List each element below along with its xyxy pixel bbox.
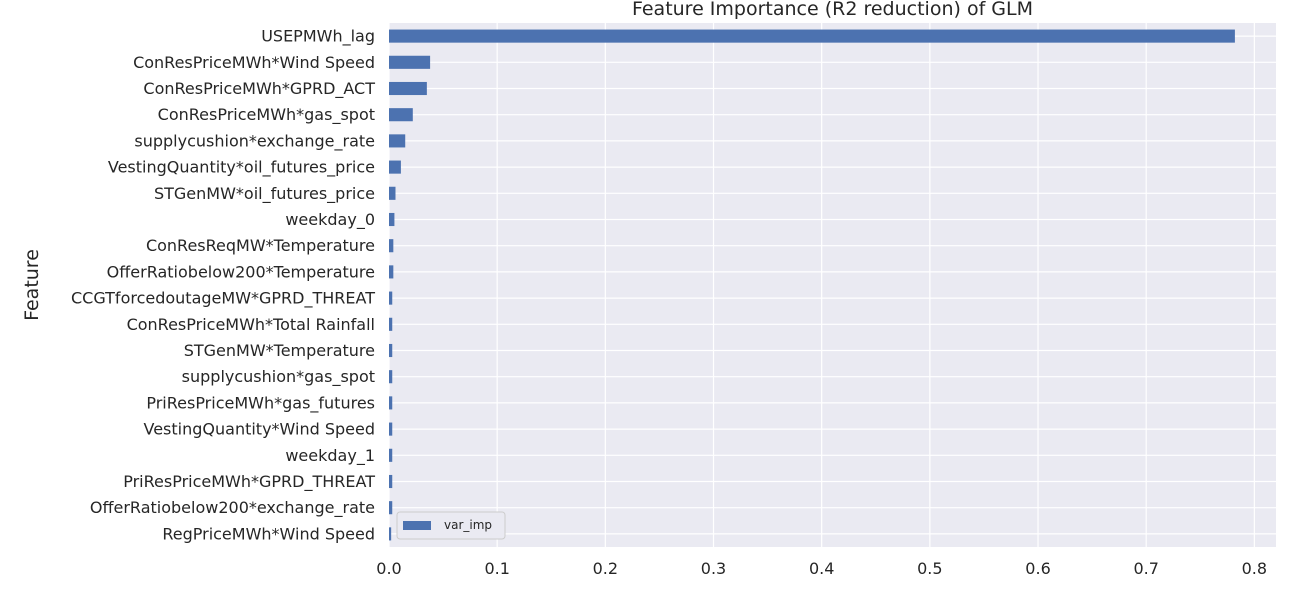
- bar: [389, 265, 394, 279]
- x-tick-label: 0.0: [376, 559, 401, 578]
- legend-swatch: [403, 521, 431, 530]
- category-label: USEPMWh_lag: [261, 27, 375, 47]
- bar: [389, 448, 393, 462]
- bar: [389, 527, 392, 541]
- bar: [389, 108, 413, 122]
- bar: [389, 29, 1235, 43]
- bar: [389, 422, 393, 436]
- category-label: VestingQuantity*Wind Speed: [144, 420, 376, 439]
- grid-lines: [388, 23, 1276, 547]
- x-tick-label: 0.6: [1025, 559, 1050, 578]
- bar: [389, 81, 427, 96]
- bar: [389, 212, 395, 227]
- bar: [389, 396, 393, 410]
- category-label: PriResPriceMWh*gas_futures: [146, 393, 375, 413]
- x-tick-label: 0.4: [809, 559, 834, 578]
- legend-box: [396, 511, 506, 540]
- category-labels: USEPMWh_lag ConResPriceMWh*Wind Speed ConR…: [71, 27, 375, 544]
- category-label: weekday_1: [285, 446, 375, 466]
- x-tick-label: 0.7: [1133, 559, 1158, 578]
- bar: [389, 239, 394, 253]
- category-label: ConResReqMW*Temperature: [146, 236, 375, 255]
- bar: [389, 370, 393, 384]
- bar: [389, 55, 431, 69]
- x-tick-label: 0.3: [701, 559, 726, 578]
- category-label: supplycushion*exchange_rate: [134, 131, 375, 151]
- category-label: ConResPriceMWh*GPRD_ACT: [143, 79, 375, 99]
- category-label: ConResPriceMWh*gas_spot: [158, 105, 375, 125]
- category-label: RegPriceMWh*Wind Speed: [162, 524, 375, 543]
- category-label: STGenMW*oil_futures_price: [154, 184, 375, 204]
- x-tick-label: 0.5: [917, 559, 942, 578]
- category-label: CCGTforcedoutageMW*GPRD_THREAT: [71, 289, 375, 309]
- category-label: ConResPriceMWh*Wind Speed: [133, 53, 375, 72]
- bar: [389, 317, 393, 331]
- bar: [389, 160, 401, 174]
- category-label: STGenMW*Temperature: [184, 341, 375, 360]
- category-label: ConResPriceMWh*Total Rainfall: [127, 315, 375, 334]
- x-tick-label: 0.2: [593, 559, 618, 578]
- category-label: PriResPriceMWh*GPRD_THREAT: [123, 472, 375, 492]
- legend-label: var_imp: [444, 518, 492, 532]
- x-tick-labels: 0.0 0.1 0.2 0.3 0.4 0.5 0.6 0.7 0.8: [376, 559, 1267, 578]
- x-tick-label: 0.1: [484, 559, 509, 578]
- category-label: supplycushion*gas_spot: [182, 367, 375, 387]
- category-label: OfferRatiobelow200*Temperature: [107, 262, 375, 281]
- x-tick-label: 0.8: [1242, 559, 1267, 578]
- bar: [389, 501, 393, 515]
- bar: [389, 291, 393, 305]
- chart-title: Feature Importance (R2 reduction) of GLM: [632, 0, 1033, 20]
- category-label: weekday_0: [285, 210, 375, 230]
- legend: var_imp: [396, 511, 506, 540]
- bar: [389, 343, 393, 358]
- bar: [389, 474, 393, 489]
- bar: [389, 186, 396, 200]
- category-label: VestingQuantity*oil_futures_price: [108, 158, 375, 178]
- bars: [389, 29, 1235, 541]
- plot-area: [389, 23, 1276, 547]
- y-axis-label: Feature: [21, 249, 43, 321]
- bar: [389, 134, 406, 148]
- category-label: OfferRatiobelow200*exchange_rate: [90, 498, 375, 518]
